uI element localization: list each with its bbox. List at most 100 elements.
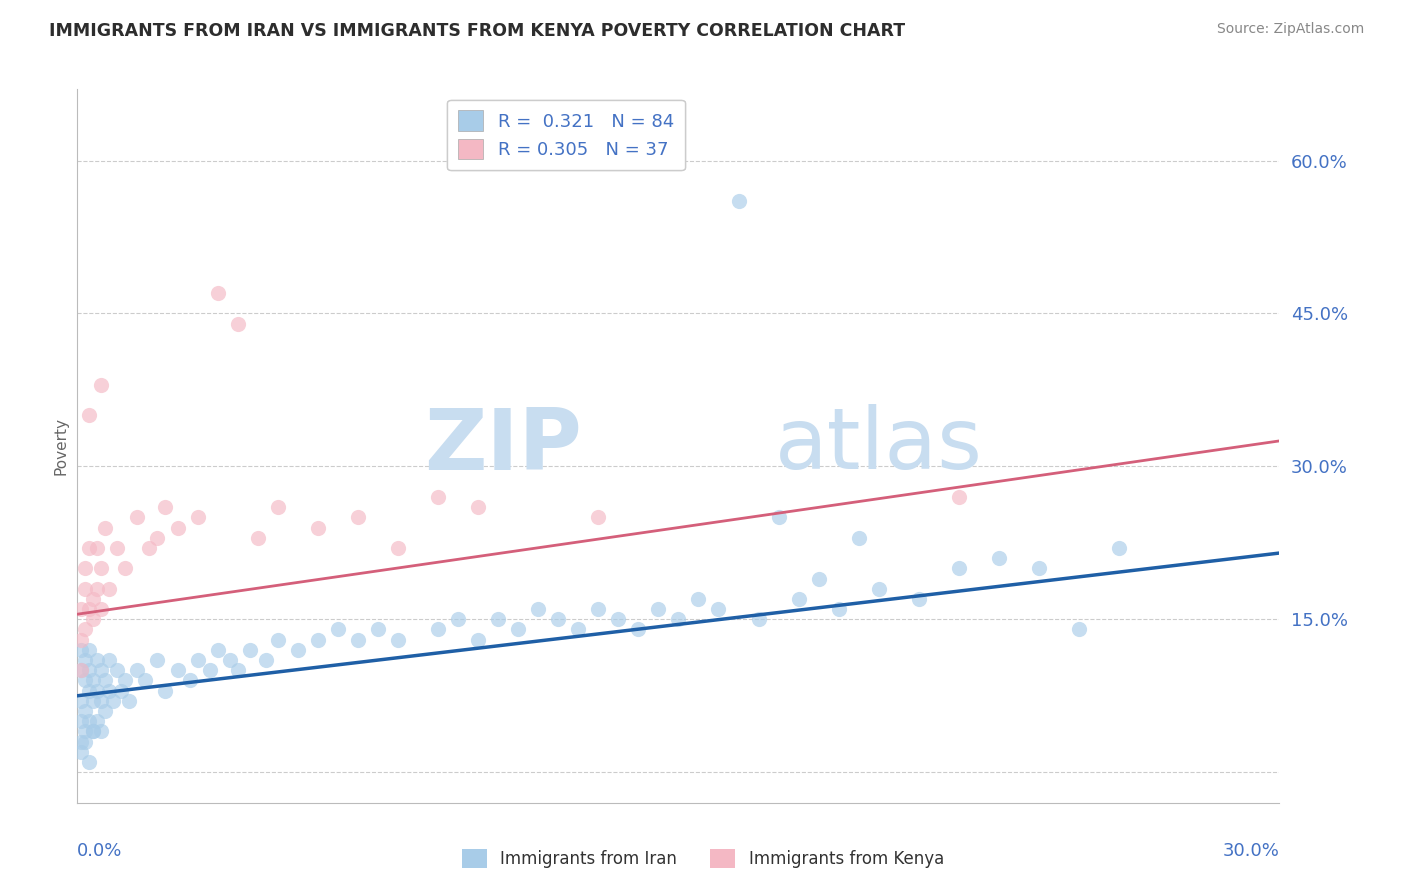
Text: Source: ZipAtlas.com: Source: ZipAtlas.com xyxy=(1216,22,1364,37)
Point xyxy=(94,673,117,688)
Point xyxy=(287,643,309,657)
Point xyxy=(79,663,101,677)
Point xyxy=(467,500,489,515)
Point xyxy=(118,694,141,708)
Point xyxy=(1069,623,1091,637)
Point xyxy=(226,317,249,331)
Point xyxy=(187,653,209,667)
Point xyxy=(82,724,104,739)
Point xyxy=(79,683,101,698)
Point xyxy=(82,694,104,708)
Point xyxy=(86,582,108,596)
Point xyxy=(114,561,136,575)
Point xyxy=(70,632,93,647)
Point xyxy=(75,561,97,575)
Point xyxy=(527,602,550,616)
Point xyxy=(727,194,749,209)
Point xyxy=(86,714,108,729)
Point xyxy=(127,663,149,677)
Point xyxy=(94,520,117,534)
Point xyxy=(155,683,177,698)
Point xyxy=(75,734,97,748)
Point xyxy=(146,653,169,667)
Point xyxy=(138,541,160,555)
Point xyxy=(387,632,409,647)
Point xyxy=(90,561,112,575)
Point xyxy=(254,653,277,667)
Text: 0.0%: 0.0% xyxy=(77,842,122,860)
Point xyxy=(427,490,450,504)
Point xyxy=(75,623,97,637)
Point xyxy=(908,591,931,606)
Text: 30.0%: 30.0% xyxy=(1223,842,1279,860)
Point xyxy=(787,591,810,606)
Point xyxy=(70,745,93,759)
Point xyxy=(107,541,129,555)
Point xyxy=(70,663,93,677)
Point xyxy=(82,724,104,739)
Point xyxy=(82,673,104,688)
Point xyxy=(79,541,101,555)
Point xyxy=(179,673,201,688)
Point xyxy=(70,734,93,748)
Point xyxy=(86,541,108,555)
Point xyxy=(387,541,409,555)
Point xyxy=(110,683,132,698)
Point xyxy=(267,632,290,647)
Point xyxy=(86,683,108,698)
Point xyxy=(70,714,93,729)
Point xyxy=(90,602,112,616)
Point xyxy=(948,490,970,504)
Point xyxy=(70,602,93,616)
Point xyxy=(155,500,177,515)
Point xyxy=(1028,561,1050,575)
Point xyxy=(86,653,108,667)
Point xyxy=(207,643,229,657)
Point xyxy=(307,520,329,534)
Point xyxy=(75,673,97,688)
Point xyxy=(103,694,125,708)
Point xyxy=(467,632,489,647)
Point xyxy=(207,286,229,301)
Point xyxy=(98,582,121,596)
Point xyxy=(367,623,389,637)
Point xyxy=(166,520,188,534)
Point xyxy=(90,724,112,739)
Text: IMMIGRANTS FROM IRAN VS IMMIGRANTS FROM KENYA POVERTY CORRELATION CHART: IMMIGRANTS FROM IRAN VS IMMIGRANTS FROM … xyxy=(49,22,905,40)
Point xyxy=(239,643,262,657)
Point xyxy=(75,704,97,718)
Point xyxy=(79,755,101,769)
Point xyxy=(114,673,136,688)
Point xyxy=(307,632,329,647)
Point xyxy=(347,510,370,524)
Point xyxy=(647,602,669,616)
Point xyxy=(486,612,509,626)
Point xyxy=(146,531,169,545)
Point xyxy=(166,663,188,677)
Point xyxy=(347,632,370,647)
Text: ZIP: ZIP xyxy=(425,404,582,488)
Point xyxy=(668,612,690,626)
Point xyxy=(75,724,97,739)
Point xyxy=(807,572,830,586)
Point xyxy=(768,510,790,524)
Point xyxy=(79,643,101,657)
Point xyxy=(90,663,112,677)
Legend: R =  0.321   N = 84, R = 0.305   N = 37: R = 0.321 N = 84, R = 0.305 N = 37 xyxy=(447,100,685,170)
Point xyxy=(547,612,569,626)
Point xyxy=(98,683,121,698)
Point xyxy=(98,653,121,667)
Point xyxy=(107,663,129,677)
Point xyxy=(79,602,101,616)
Point xyxy=(688,591,710,606)
Point xyxy=(588,510,610,524)
Point xyxy=(828,602,851,616)
Point xyxy=(868,582,890,596)
Point xyxy=(90,694,112,708)
Point xyxy=(508,623,530,637)
Point xyxy=(1108,541,1130,555)
Point xyxy=(627,623,650,637)
Point xyxy=(267,500,290,515)
Point xyxy=(988,551,1011,566)
Point xyxy=(246,531,269,545)
